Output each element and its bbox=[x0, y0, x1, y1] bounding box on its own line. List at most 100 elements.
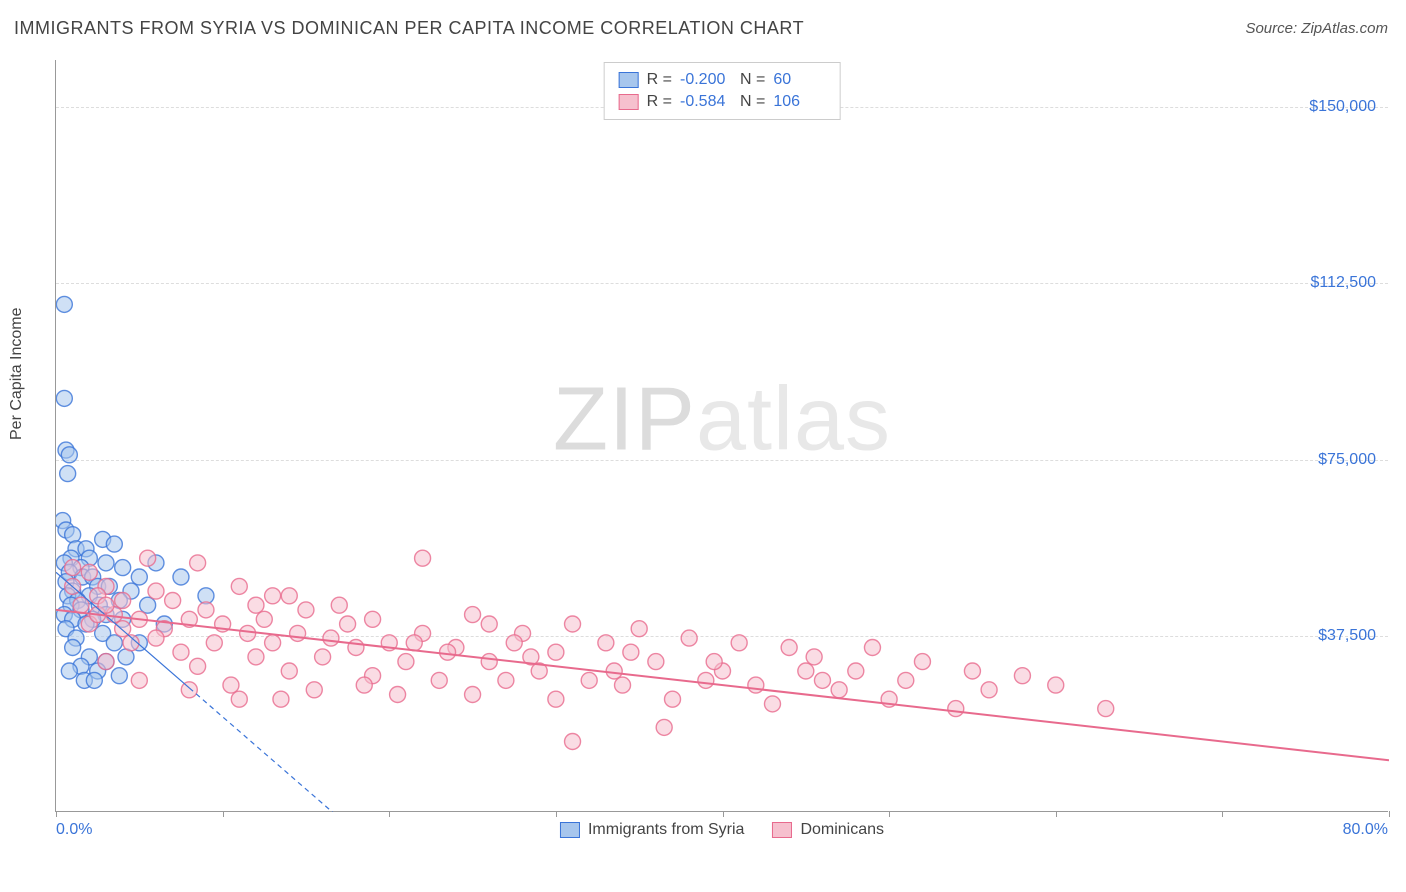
swatch-syria-icon bbox=[560, 822, 580, 838]
data-point-syria bbox=[115, 560, 131, 576]
data-point-dominicans bbox=[81, 564, 97, 580]
data-point-dominicans bbox=[665, 691, 681, 707]
data-point-dominicans bbox=[131, 672, 147, 688]
data-point-dominicans bbox=[181, 682, 197, 698]
data-point-dominicans bbox=[898, 672, 914, 688]
data-point-syria bbox=[98, 555, 114, 571]
data-point-dominicans bbox=[565, 616, 581, 632]
data-point-dominicans bbox=[415, 550, 431, 566]
legend-item-syria: Immigrants from Syria bbox=[560, 821, 744, 839]
data-point-dominicans bbox=[1098, 701, 1114, 717]
data-point-dominicans bbox=[206, 635, 222, 651]
data-point-dominicans bbox=[631, 621, 647, 637]
x-tick bbox=[389, 811, 390, 817]
data-point-dominicans bbox=[831, 682, 847, 698]
data-point-dominicans bbox=[615, 677, 631, 693]
data-point-syria bbox=[65, 640, 81, 656]
scatter-svg bbox=[56, 60, 1388, 811]
x-tick bbox=[1389, 811, 1390, 817]
data-point-dominicans bbox=[964, 663, 980, 679]
swatch-syria bbox=[619, 72, 639, 88]
data-point-syria bbox=[56, 390, 72, 406]
data-point-dominicans bbox=[1014, 668, 1030, 684]
data-point-dominicans bbox=[148, 630, 164, 646]
data-point-dominicans bbox=[406, 635, 422, 651]
swatch-dominican-icon bbox=[772, 822, 792, 838]
data-point-dominicans bbox=[340, 616, 356, 632]
data-point-dominicans bbox=[315, 649, 331, 665]
data-point-dominicans bbox=[798, 663, 814, 679]
data-point-syria bbox=[86, 672, 102, 688]
data-point-dominicans bbox=[656, 719, 672, 735]
legend-item-dominican: Dominicans bbox=[772, 821, 884, 839]
data-point-dominicans bbox=[948, 701, 964, 717]
data-point-dominicans bbox=[290, 625, 306, 641]
data-point-dominicans bbox=[365, 611, 381, 627]
data-point-dominicans bbox=[598, 635, 614, 651]
data-point-syria bbox=[173, 569, 189, 585]
data-point-dominicans bbox=[648, 654, 664, 670]
legend-bottom: Immigrants from Syria Dominicans bbox=[560, 821, 884, 839]
data-point-syria bbox=[131, 569, 147, 585]
x-tick bbox=[223, 811, 224, 817]
data-point-dominicans bbox=[223, 677, 239, 693]
data-point-dominicans bbox=[606, 663, 622, 679]
data-point-dominicans bbox=[814, 672, 830, 688]
data-point-dominicans bbox=[306, 682, 322, 698]
data-point-syria bbox=[111, 668, 127, 684]
data-point-dominicans bbox=[481, 616, 497, 632]
data-point-dominicans bbox=[681, 630, 697, 646]
data-point-syria bbox=[56, 296, 72, 312]
data-point-dominicans bbox=[265, 635, 281, 651]
data-point-dominicans bbox=[256, 611, 272, 627]
data-point-dominicans bbox=[398, 654, 414, 670]
swatch-dominican bbox=[619, 94, 639, 110]
data-point-dominicans bbox=[298, 602, 314, 618]
data-point-dominicans bbox=[248, 649, 264, 665]
data-point-dominicans bbox=[698, 672, 714, 688]
data-point-dominicans bbox=[565, 734, 581, 750]
x-tick bbox=[1056, 811, 1057, 817]
data-point-dominicans bbox=[115, 593, 131, 609]
data-point-dominicans bbox=[548, 691, 564, 707]
data-point-syria bbox=[106, 536, 122, 552]
data-point-syria bbox=[140, 597, 156, 613]
data-point-dominicans bbox=[190, 658, 206, 674]
data-point-dominicans bbox=[356, 677, 372, 693]
plot-area: ZIPatlas $37,500$75,000$112,500$150,000 … bbox=[55, 60, 1388, 812]
data-point-dominicans bbox=[248, 597, 264, 613]
data-point-dominicans bbox=[731, 635, 747, 651]
chart-title: IMMIGRANTS FROM SYRIA VS DOMINICAN PER C… bbox=[14, 18, 804, 39]
data-point-dominicans bbox=[231, 578, 247, 594]
data-point-dominicans bbox=[98, 654, 114, 670]
data-point-dominicans bbox=[481, 654, 497, 670]
stats-row-syria: R = -0.200 N = 60 bbox=[619, 69, 826, 91]
x-tick bbox=[556, 811, 557, 817]
data-point-dominicans bbox=[864, 640, 880, 656]
data-point-dominicans bbox=[198, 602, 214, 618]
data-point-dominicans bbox=[273, 691, 289, 707]
data-point-dominicans bbox=[548, 644, 564, 660]
data-point-dominicans bbox=[231, 691, 247, 707]
stats-row-dominican: R = -0.584 N = 106 bbox=[619, 91, 826, 113]
data-point-dominicans bbox=[706, 654, 722, 670]
data-point-dominicans bbox=[281, 588, 297, 604]
data-point-dominicans bbox=[581, 672, 597, 688]
data-point-dominicans bbox=[781, 640, 797, 656]
data-point-dominicans bbox=[506, 635, 522, 651]
data-point-dominicans bbox=[323, 630, 339, 646]
data-point-dominicans bbox=[431, 672, 447, 688]
data-point-dominicans bbox=[806, 649, 822, 665]
legend-label-dominican: Dominicans bbox=[800, 821, 884, 839]
x-tick bbox=[723, 811, 724, 817]
stats-legend-box: R = -0.200 N = 60 R = -0.584 N = 106 bbox=[604, 62, 841, 120]
data-point-dominicans bbox=[173, 644, 189, 660]
data-point-dominicans bbox=[165, 593, 181, 609]
data-point-dominicans bbox=[148, 583, 164, 599]
data-point-dominicans bbox=[1048, 677, 1064, 693]
legend-label-syria: Immigrants from Syria bbox=[588, 821, 744, 839]
data-point-dominicans bbox=[265, 588, 281, 604]
data-point-dominicans bbox=[65, 560, 81, 576]
data-point-dominicans bbox=[764, 696, 780, 712]
data-point-dominicans bbox=[240, 625, 256, 641]
